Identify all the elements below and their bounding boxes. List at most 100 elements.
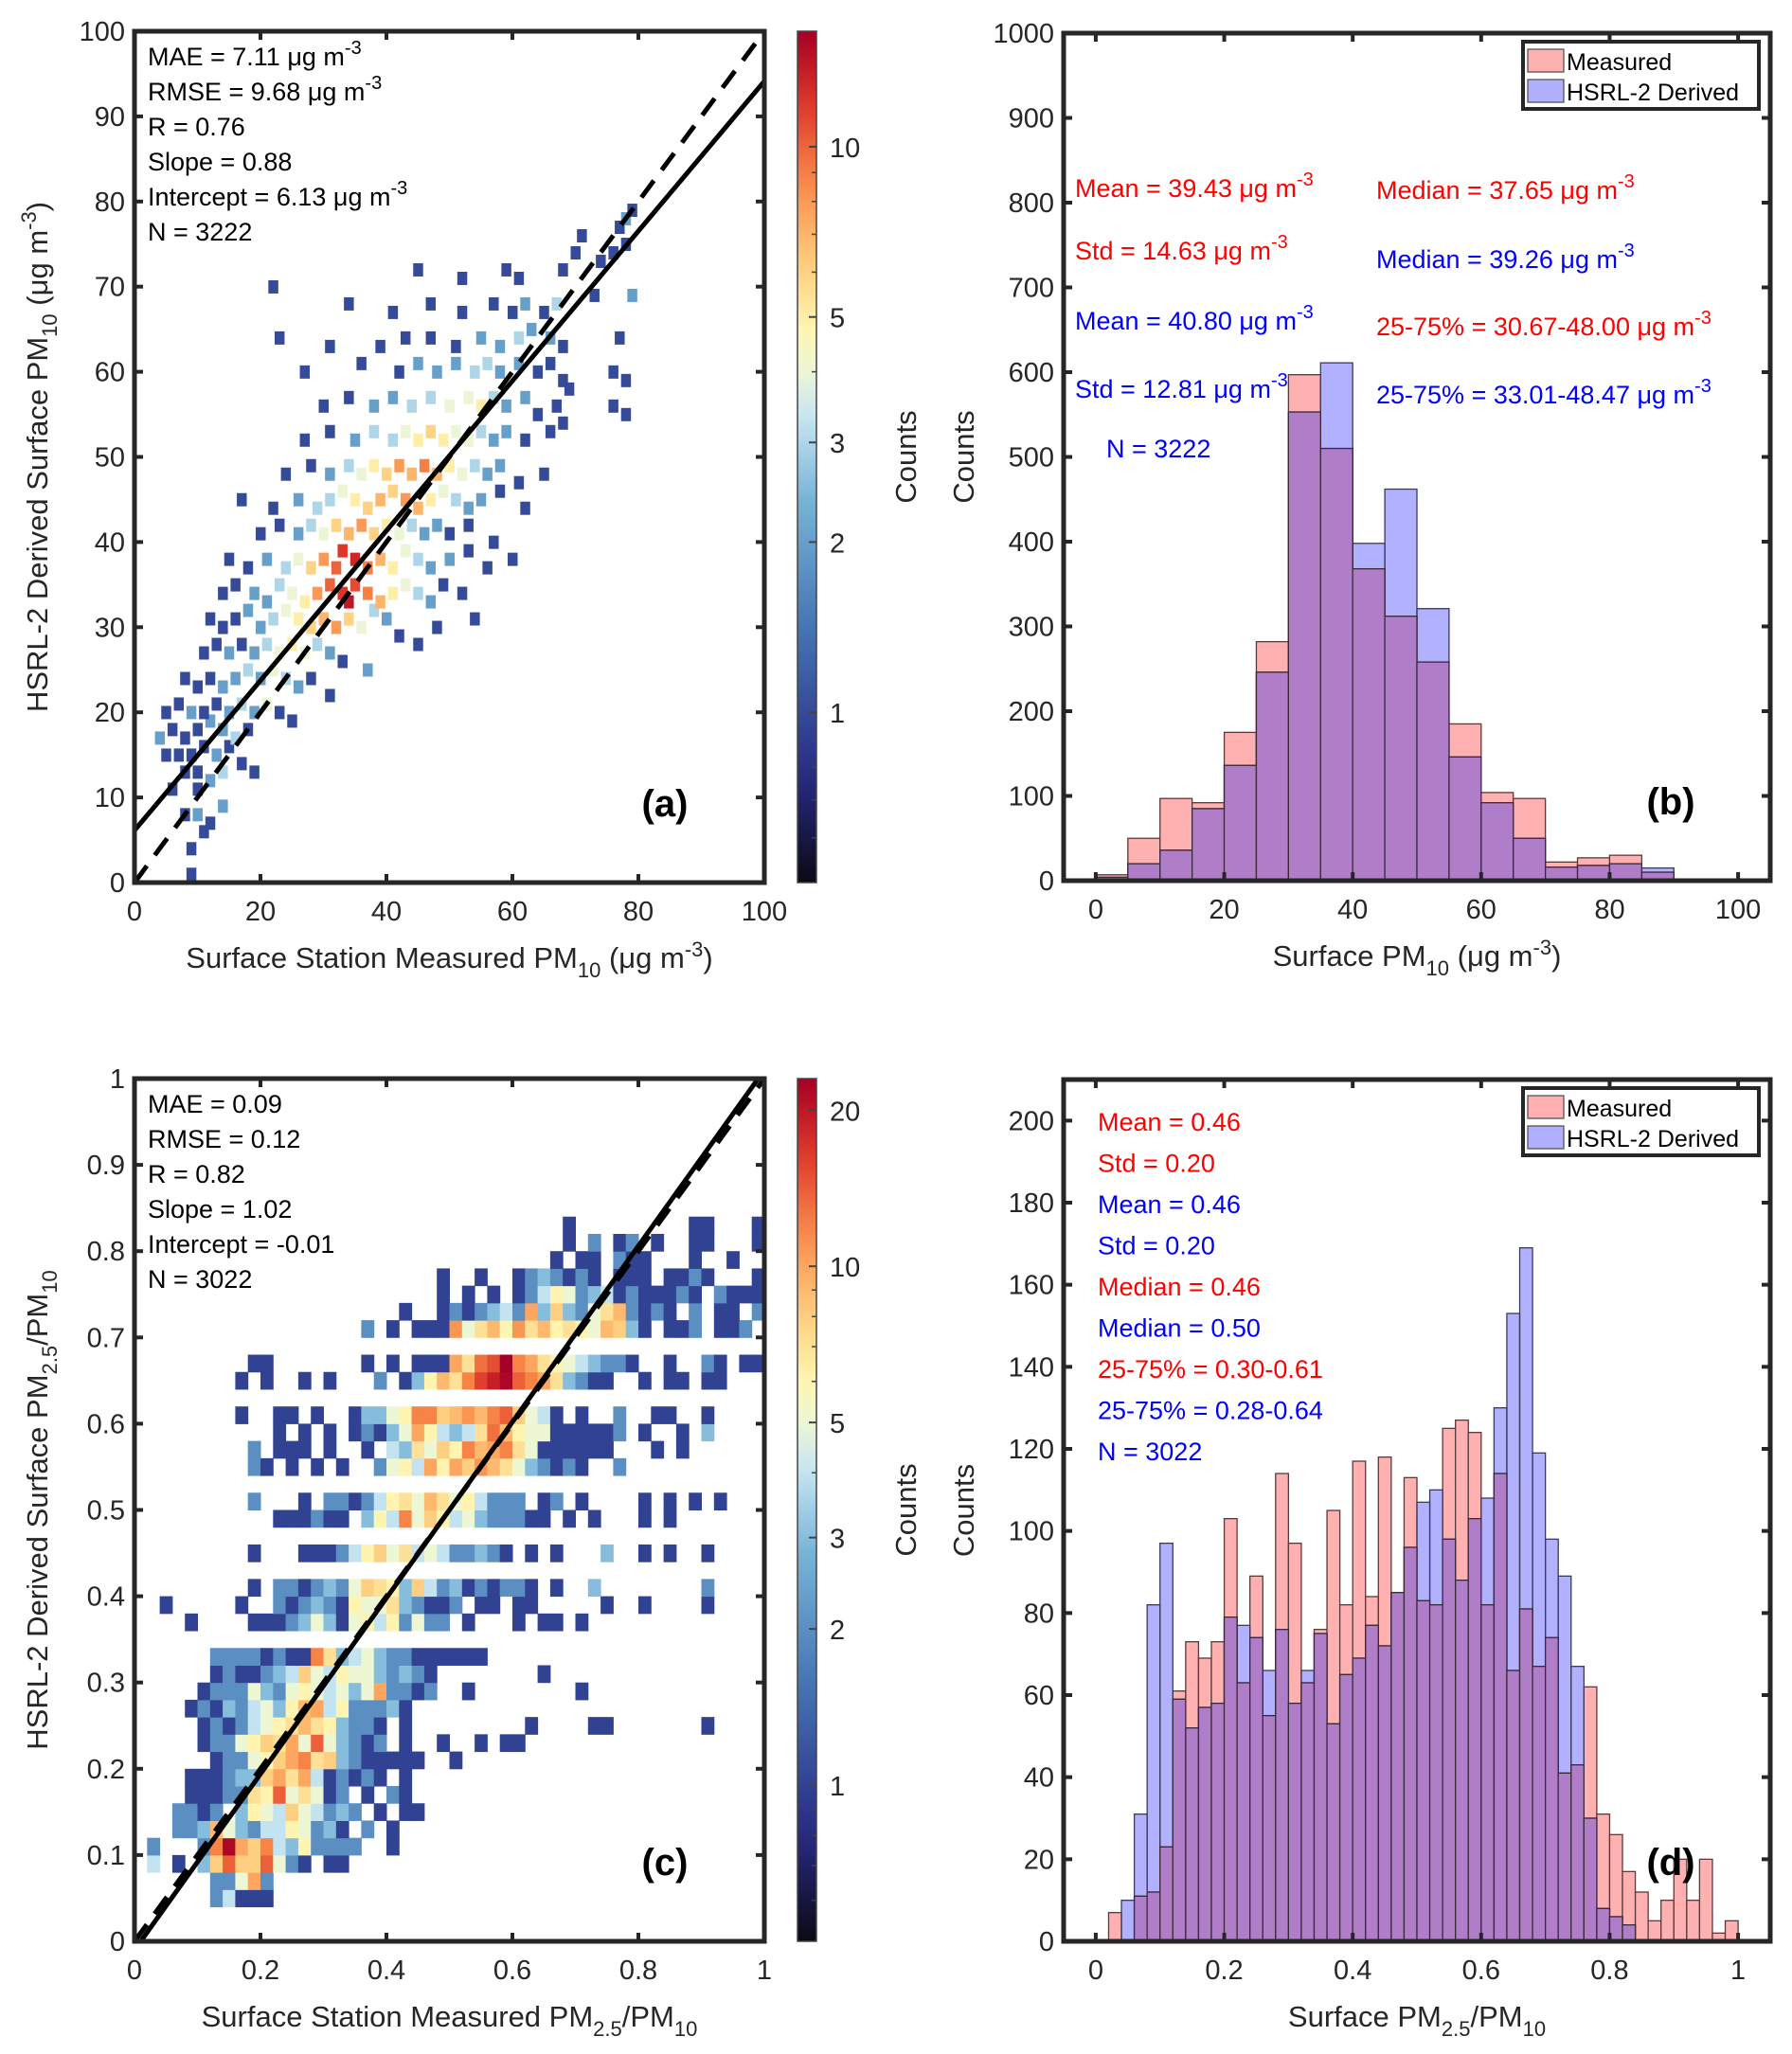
bar-overlap — [1319, 447, 1353, 882]
x-tick-label: 0.8 — [619, 1956, 657, 1986]
y-tick-label: 60 — [95, 358, 125, 388]
heatmap-cell — [199, 825, 209, 839]
heatmap-cell — [387, 305, 399, 319]
heatmap-cell — [260, 1665, 274, 1684]
heatmap-cell — [423, 1406, 438, 1424]
heatmap-cell — [419, 458, 430, 473]
stat-superscript: -3 — [390, 178, 407, 199]
heatmap-cell — [437, 1440, 450, 1459]
heatmap-cell — [563, 1423, 576, 1442]
heatmap-cell — [487, 1579, 501, 1598]
heatmap-cell — [167, 782, 178, 796]
heatmap-cell — [663, 1544, 677, 1563]
heatmap-cell — [335, 1803, 349, 1821]
heatmap-cell — [525, 1717, 539, 1735]
heatmap-cell — [575, 1492, 589, 1510]
heatmap-cell — [223, 1768, 236, 1787]
heatmap-cell — [461, 1371, 475, 1390]
heatmap-cell — [368, 399, 380, 413]
heatmap-cell — [386, 1320, 400, 1338]
heatmap-cell — [382, 612, 392, 626]
heatmap-cell — [373, 1544, 387, 1563]
stat-annotation: Std = 0.20 — [1098, 1232, 1215, 1260]
stat-superscript: -3 — [1618, 171, 1635, 192]
y-axis-label: HSRL-2 Derived Surface PM2.5/PM10 — [21, 1270, 62, 1749]
heatmap-cell — [449, 1509, 463, 1528]
heatmap-cell — [223, 1872, 236, 1890]
label-part: ) — [21, 202, 54, 211]
heatmap-cell — [620, 407, 632, 421]
heatmap-cell — [411, 1803, 425, 1821]
axes-frame — [132, 28, 767, 885]
heatmap-cell — [297, 1613, 312, 1632]
heatmap-cell — [613, 1285, 627, 1304]
heatmap-cell — [425, 561, 437, 575]
heatmap-cell — [489, 296, 499, 311]
heatmap-cell — [287, 714, 297, 728]
heatmap-cell — [297, 1854, 312, 1873]
heatmap-cell — [311, 1734, 324, 1753]
heatmap-cell — [382, 467, 392, 481]
stat-annotation: MAE = 0.09 — [148, 1090, 282, 1118]
heatmap-cell — [147, 1837, 161, 1856]
heatmap-cell — [373, 1509, 387, 1528]
heatmap-cell — [475, 492, 487, 507]
legend-swatch-measured — [1527, 1095, 1565, 1119]
heatmap-cell — [549, 1285, 564, 1304]
heatmap-cell — [399, 1665, 413, 1684]
heatmap-cell — [575, 1371, 589, 1390]
heatmap-cell — [394, 365, 404, 379]
stat-annotation: MAE = 7.11 μg m-3 — [148, 38, 362, 71]
heatmap-cell — [297, 1579, 312, 1598]
heatmap-cell — [335, 1579, 349, 1598]
heatmap-cell — [651, 1440, 665, 1459]
axes-frame — [1061, 1077, 1773, 1944]
bar-overlap — [1236, 1682, 1251, 1942]
heatmap-cell — [230, 671, 241, 686]
heatmap-cell — [406, 467, 418, 481]
heatmap-cell — [361, 1320, 375, 1338]
heatmap-cell — [525, 1285, 539, 1304]
heatmap-cell — [399, 1440, 413, 1459]
heatmap-cell — [260, 1889, 274, 1908]
heatmap-cell — [444, 458, 455, 473]
heatmap-cell — [285, 1768, 299, 1787]
x-tick-label: 0.4 — [1334, 1956, 1371, 1986]
heatmap-cell — [563, 1509, 576, 1528]
heatmap-cell — [299, 365, 311, 379]
heatmap-cell — [437, 1320, 450, 1338]
heatmap-cell — [361, 1579, 375, 1598]
bar-measured — [1660, 1900, 1675, 1942]
heatmap-cell — [311, 1665, 324, 1684]
heatmap-cell — [425, 390, 437, 404]
heatmap-cell — [399, 1579, 413, 1598]
heatmap-cell — [400, 492, 411, 507]
stat-annotation: Std = 14.63 μg m-3 — [1075, 232, 1288, 265]
heatmap-cell — [223, 1734, 236, 1753]
y-tick-label: 0.4 — [87, 1582, 125, 1613]
heatmap-cell — [512, 1354, 526, 1373]
heatmap-cell — [293, 552, 304, 566]
heatmap-cell — [487, 1320, 501, 1338]
heatmap-cell — [411, 1492, 425, 1510]
heatmap-cell — [475, 1423, 488, 1442]
bar-overlap — [1467, 1518, 1482, 1942]
heatmap-cell — [373, 1648, 387, 1666]
heatmap-cell — [638, 1423, 652, 1442]
heatmap-cell — [237, 757, 247, 771]
heatmap-cell — [461, 1648, 475, 1666]
heatmap-cell — [293, 680, 304, 694]
heatmap-cell — [423, 1682, 438, 1701]
heatmap-cell — [349, 1665, 362, 1684]
heatmap-cell — [575, 1423, 589, 1442]
heatmap-cell — [400, 578, 411, 592]
heatmap-cell — [549, 1423, 564, 1442]
heatmap-cell — [387, 484, 399, 498]
heatmap-cell — [551, 399, 563, 413]
y-tick-label: 20 — [95, 698, 125, 728]
heatmap-cell — [589, 288, 600, 302]
heatmap-cell — [489, 535, 499, 549]
heatmap-cell — [311, 1699, 324, 1718]
heatmap-cell — [701, 1544, 715, 1563]
heatmap-cell — [224, 706, 235, 720]
